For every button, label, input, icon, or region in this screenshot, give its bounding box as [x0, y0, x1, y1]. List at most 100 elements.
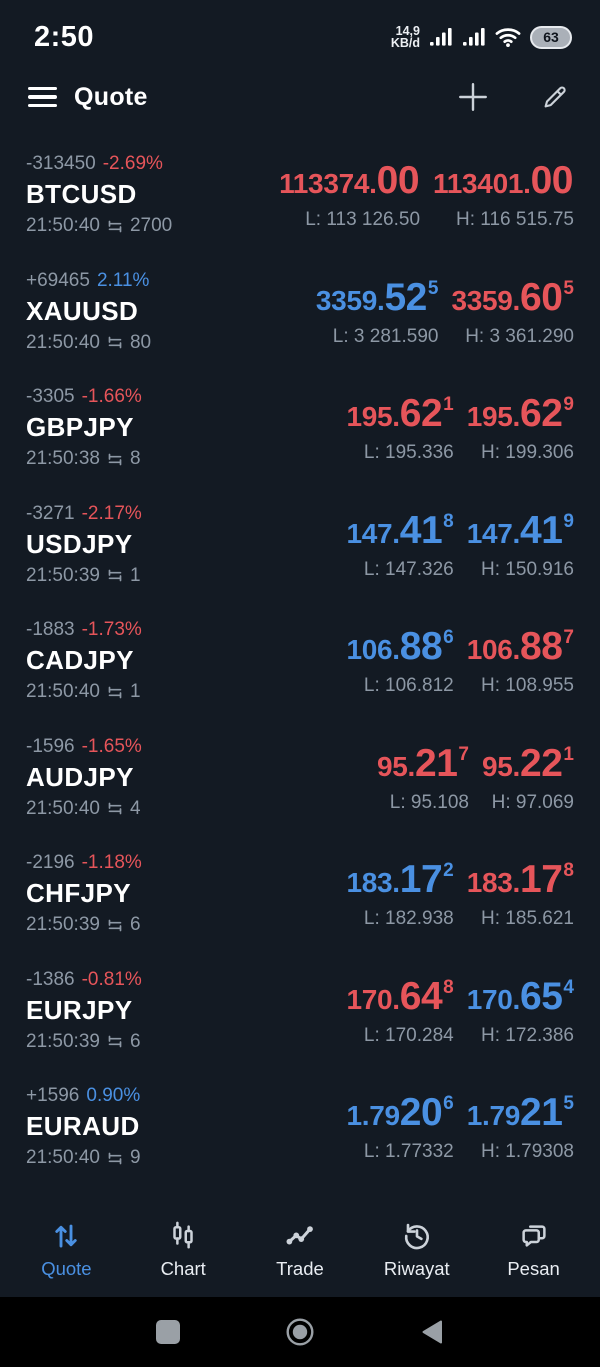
quote-time: 21:50:40 [26, 331, 100, 353]
symbol-name: XAUUSD [26, 295, 139, 326]
change-points: -1596 [26, 735, 75, 757]
spread-icon [108, 453, 122, 465]
session-low: L: 113 126.50 [305, 209, 421, 230]
cell-signal-icon-sim2 [463, 28, 485, 46]
quote-list: -313450 -2.69% BTCUSD 21:50:40 2700 11337… [0, 124, 600, 1183]
tab-pesan[interactable]: Pesan [475, 1221, 592, 1280]
quote-time: 21:50:38 [26, 448, 100, 469]
system-nav-bar [0, 1297, 600, 1367]
wifi-icon [495, 28, 521, 47]
ask-price: 1.79215 [466, 1091, 574, 1134]
spread-icon [108, 336, 122, 349]
change-points: -1883 [26, 619, 75, 640]
quote-row[interactable]: -3271 -2.17% USDJPY 21:50:39 1 147.418 14… [0, 484, 600, 601]
spread-value: 4 [129, 797, 141, 819]
quote-time: 21:50:40 [26, 1147, 100, 1168]
quote-time: 21:50:39 [26, 914, 100, 935]
time-spread-line: 21:50:40 4 [26, 798, 377, 820]
ask-price: 147.419 [466, 508, 574, 552]
spread-value: 6 [129, 914, 141, 935]
session-low: L: 1.77332 [363, 1141, 454, 1162]
quote-row[interactable]: -313450 -2.69% BTCUSD 21:50:40 2700 11337… [0, 134, 600, 251]
change-percent: 2.11% [96, 269, 150, 291]
spread-icon [108, 919, 122, 931]
quote-row[interactable]: -1386 -0.81% EURJPY 21:50:39 6 170.648 17… [0, 950, 600, 1067]
quote-time: 21:50:40 [26, 215, 100, 236]
status-bar: 2:50 14,9 KB/d 63 [0, 0, 600, 64]
bid-price: 1.79206 [346, 1091, 454, 1134]
bid-price: 106.886 [346, 625, 454, 668]
session-low: L: 170.284 [363, 1024, 454, 1046]
change-line: -2196 -1.18% [26, 852, 346, 874]
change-points: -1386 [26, 968, 75, 990]
change-line: +69465 2.11% [26, 270, 316, 292]
session-low: L: 106.812 [363, 675, 454, 696]
quote-row[interactable]: -2196 -1.18% CHFJPY 21:50:39 6 183.172 18… [0, 833, 600, 950]
quote-row[interactable]: -1596 -1.65% AUDJPY 21:50:40 4 95.217 95.… [0, 717, 600, 834]
change-points: -313450 [26, 153, 96, 174]
status-time: 2:50 [34, 20, 95, 53]
change-points: +1596 [26, 1085, 80, 1106]
candlestick-icon [173, 1221, 193, 1249]
session-high: H: 172.386 [481, 1024, 574, 1046]
quote-time: 21:50:39 [26, 564, 100, 586]
app-header: Quote [0, 64, 600, 124]
tab-riwayat[interactable]: Riwayat [358, 1221, 475, 1280]
time-spread-line: 21:50:38 8 [26, 448, 346, 470]
spread-icon [108, 220, 122, 232]
quote-row[interactable]: -1883 -1.73% CADJPY 21:50:40 1 106.886 10… [0, 600, 600, 717]
cell-signal-icon-sim1 [430, 28, 452, 46]
spread-icon [108, 1035, 122, 1048]
change-points: -2196 [26, 852, 75, 873]
session-high: H: 3 361.290 [465, 325, 574, 347]
quote-row[interactable]: -3305 -1.66% GBPJPY 21:50:38 8 195.621 19… [0, 367, 600, 484]
tab-trade[interactable]: Trade [242, 1221, 359, 1280]
change-line: -3271 -2.17% [26, 503, 346, 525]
symbol-name: AUDJPY [26, 761, 134, 792]
bid-price: 183.172 [346, 858, 454, 901]
quote-row[interactable]: +69465 2.11% XAUUSD 21:50:40 80 3359.525 … [0, 251, 600, 368]
tab-chart[interactable]: Chart [125, 1221, 242, 1280]
ask-price: 195.629 [466, 392, 574, 435]
time-spread-line: 21:50:40 1 [26, 681, 346, 703]
change-points: -3271 [26, 502, 75, 524]
quote-row[interactable]: +1596 0.90% EURAUD 21:50:40 9 1.79206 1.7… [0, 1066, 600, 1183]
spread-value: 9 [129, 1147, 141, 1168]
symbol-name: EURJPY [26, 994, 133, 1025]
change-percent: -2.69% [102, 153, 163, 174]
quote-time: 21:50:39 [26, 1030, 100, 1052]
add-symbol-icon[interactable] [456, 80, 490, 114]
spread-value: 1 [129, 564, 141, 586]
change-percent: -1.18% [81, 852, 142, 873]
ask-price: 95.221 [482, 741, 574, 785]
session-high: H: 185.621 [481, 908, 574, 929]
bottom-nav: Quote Chart Trade Riwayat [0, 1204, 600, 1297]
edit-pencil-icon[interactable] [540, 82, 570, 112]
change-percent: -2.17% [81, 502, 142, 524]
session-high: H: 116 515.75 [456, 209, 574, 230]
change-line: -1386 -0.81% [26, 969, 346, 991]
symbol-name: USDJPY [26, 528, 133, 559]
session-low: L: 195.336 [363, 442, 454, 463]
spread-value: 1 [129, 681, 141, 702]
spread-icon [108, 686, 122, 698]
menu-icon[interactable] [28, 86, 57, 108]
change-points: +69465 [26, 269, 90, 291]
spread-icon [108, 569, 122, 582]
history-clock-icon [404, 1223, 429, 1250]
session-high: H: 199.306 [481, 442, 574, 463]
bid-price: 170.648 [346, 974, 454, 1018]
trend-line-icon [286, 1226, 313, 1245]
session-low: L: 95.108 [389, 791, 469, 813]
change-percent: 0.90% [86, 1085, 141, 1106]
recents-button-icon[interactable] [155, 1319, 181, 1345]
back-button-icon[interactable] [420, 1319, 444, 1345]
chat-bubbles-icon [521, 1225, 546, 1247]
tab-quote[interactable]: Quote [8, 1221, 125, 1280]
bid-price: 95.217 [377, 741, 469, 785]
time-spread-line: 21:50:40 80 [26, 332, 316, 354]
symbol-name: BTCUSD [26, 179, 137, 209]
ask-price: 170.654 [466, 974, 574, 1018]
home-button-icon[interactable] [285, 1317, 315, 1347]
session-high: H: 108.955 [481, 675, 574, 696]
